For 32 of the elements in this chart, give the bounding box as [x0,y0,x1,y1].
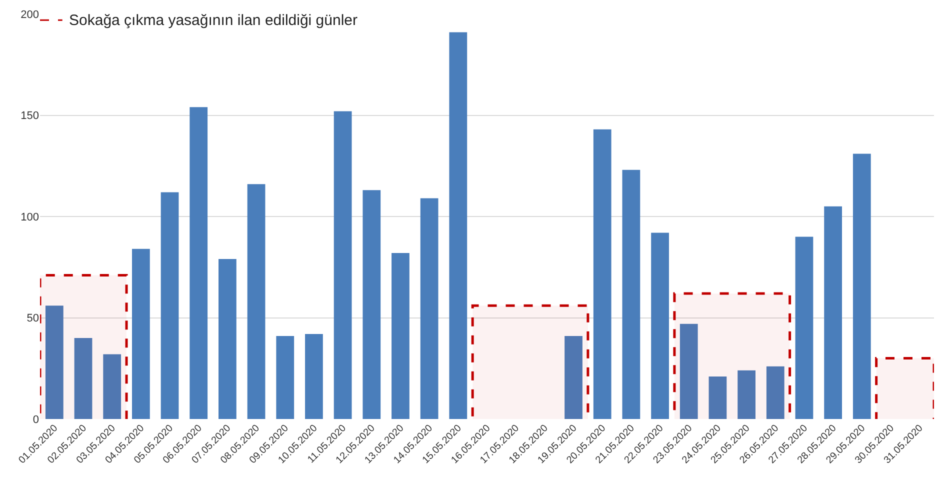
y-tick-label: 200 [20,8,39,21]
bar [247,184,266,419]
bar [622,170,640,419]
bar [766,366,784,419]
legend-label: Sokağa çıkma yasağının ilan edildiği günler [69,12,358,29]
bar [276,336,294,419]
bar [74,338,92,419]
y-tick-label: 150 [20,110,39,122]
bar [824,206,842,419]
bar [103,354,122,419]
bar [132,248,150,419]
bar [305,334,323,419]
bar [795,236,814,419]
bar [852,154,871,419]
bar [449,32,468,419]
bar [362,190,381,419]
bar [334,111,352,419]
bar [218,259,236,419]
bar [708,376,727,419]
bar [190,107,208,419]
y-tick-label: 100 [20,211,39,224]
bar [593,129,612,419]
y-tick-label: 0 [32,414,39,426]
bar [651,232,669,419]
bar [564,336,582,419]
bar [680,324,698,419]
y-tick-label: 50 [26,312,39,325]
bar [392,252,410,419]
bar [160,192,179,419]
bar [45,306,64,419]
bar [738,370,756,419]
bar [420,198,438,419]
